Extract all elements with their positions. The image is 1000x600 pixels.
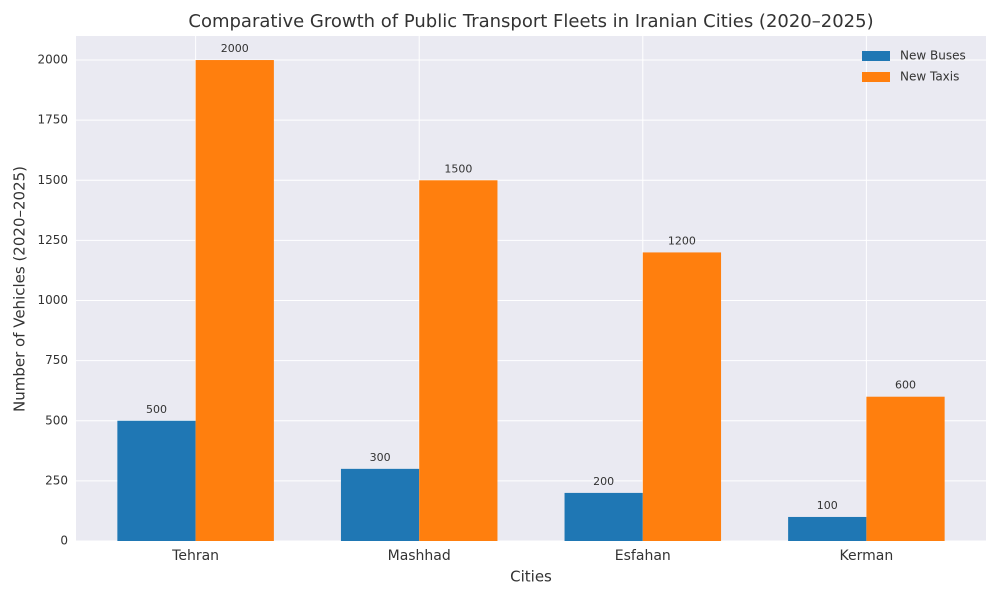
- value-label: 100: [817, 499, 838, 512]
- value-label: 200: [593, 475, 614, 488]
- legend-swatch: [862, 51, 890, 61]
- y-tick-label: 1000: [37, 293, 68, 307]
- y-axis-label: Number of Vehicles (2020–2025): [11, 166, 29, 412]
- bar: [788, 516, 867, 541]
- bar: [117, 420, 196, 541]
- y-tick-label: 500: [45, 413, 68, 427]
- bar: [340, 468, 420, 541]
- bar: [564, 492, 643, 541]
- y-tick-label: 2000: [37, 53, 68, 67]
- value-label: 1500: [444, 162, 472, 175]
- legend-label: New Taxis: [900, 70, 959, 84]
- bar: [642, 252, 722, 541]
- value-label: 300: [370, 451, 391, 464]
- x-tick-label: Esfahan: [615, 548, 671, 564]
- bar: [866, 396, 945, 541]
- value-label: 1200: [668, 234, 696, 247]
- legend-label: New Buses: [900, 49, 966, 63]
- chart-title: Comparative Growth of Public Transport F…: [188, 11, 873, 32]
- legend-swatch: [862, 72, 890, 82]
- x-tick-label: Kerman: [840, 548, 894, 564]
- value-label: 2000: [221, 42, 249, 55]
- bar: [195, 60, 274, 542]
- y-tick-label: 250: [45, 473, 68, 487]
- y-tick-label: 1500: [37, 173, 68, 187]
- y-tick-label: 0: [60, 534, 68, 548]
- x-tick-label: Mashhad: [388, 548, 451, 564]
- value-label: 600: [895, 379, 916, 392]
- x-axis-label: Cities: [510, 568, 552, 586]
- bar: [419, 180, 498, 542]
- y-tick-label: 750: [45, 353, 68, 367]
- y-tick-label: 1250: [37, 233, 68, 247]
- y-tick-label: 1750: [37, 113, 68, 127]
- x-tick-label: Tehran: [171, 548, 219, 564]
- value-label: 500: [146, 403, 167, 416]
